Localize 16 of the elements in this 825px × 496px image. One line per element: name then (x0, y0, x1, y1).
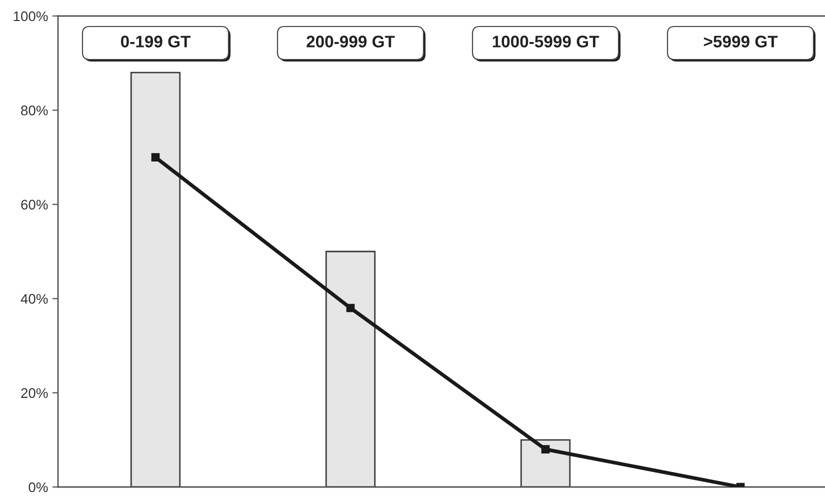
x-tick-label: 1000-5999 GT (492, 36, 600, 48)
point (346, 304, 355, 312)
point (151, 153, 160, 162)
y-tick-label: 100% (14, 11, 48, 22)
y-tick-label: 80% (21, 106, 48, 116)
y-tick-label: 40% (20, 294, 48, 304)
y-tick-label: 60% (21, 200, 48, 210)
bar (325, 250, 376, 487)
bar (130, 72, 181, 487)
point (541, 445, 550, 454)
x-tick-label: 200-999 GT (306, 36, 395, 48)
x-tick-label: >5999 GT (704, 36, 778, 48)
bar (520, 439, 571, 487)
y-tick-label: 20% (21, 388, 48, 398)
y-tick-label: 0% (28, 482, 48, 492)
x-tick-label: 0-199 GT (120, 36, 191, 48)
